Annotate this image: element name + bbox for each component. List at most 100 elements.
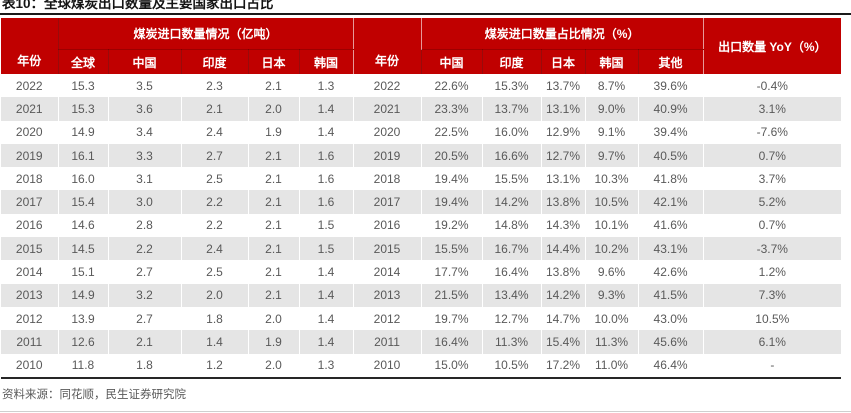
cell-year: 2022	[1, 74, 59, 98]
cell-india: 2.4	[181, 237, 249, 261]
cell-india-pct: 16.7%	[482, 237, 542, 261]
cell-india: 1.2	[181, 353, 249, 378]
cell-india: 1.8	[181, 306, 249, 331]
cell-china-pct: 19.7%	[421, 306, 483, 331]
cell-korea: 1.6	[299, 190, 354, 214]
table-row: 2014 15.1 2.7 2.5 2.1 1.4 2014 17.7% 16.…	[1, 260, 841, 284]
cell-china-pct: 22.6%	[421, 74, 483, 98]
group-header-import-volume: 煤炭进口数量情况（亿吨）	[57, 18, 354, 50]
cell-india-pct: 10.5%	[482, 353, 542, 378]
cell-korea: 1.5	[299, 213, 354, 238]
cell-japan: 2.1	[248, 260, 300, 284]
cell-china: 3.2	[108, 283, 182, 307]
cell-year2: 2013	[353, 283, 422, 307]
cell-china-pct: 19.4%	[421, 167, 483, 191]
cell-india: 2.2	[181, 190, 249, 214]
cell-india-pct: 16.6%	[482, 143, 542, 168]
cell-year: 2017	[1, 190, 59, 214]
cell-other-pct: 40.9%	[638, 97, 704, 121]
cell-year2: 2019	[353, 143, 422, 168]
cell-year2: 2012	[353, 306, 422, 331]
cell-china: 3.3	[108, 143, 182, 168]
cell-yoy: 7.3%	[758, 288, 786, 303]
cell-global: 13.9	[58, 306, 109, 331]
cell-india: 2.5	[181, 167, 249, 191]
table-row: 2022 15.3 3.5 2.3 2.1 1.3 2022 22.6% 15.…	[1, 74, 841, 98]
cell-year: 2018	[1, 167, 59, 191]
table-header: 年份 煤炭进口数量情况（亿吨） 年份 煤炭进口数量占比情况（%） 出口数量 Yo…	[1, 18, 842, 74]
cell-other-pct: 45.6%	[638, 330, 704, 354]
cell-india-pct: 15.3%	[482, 74, 542, 98]
cell-global: 14.9	[58, 120, 109, 144]
cell-year: 2015	[1, 237, 59, 261]
table-row: 2017 15.4 3.0 2.2 2.1 1.6 2017 19.4% 14.…	[1, 190, 842, 214]
cell-china: 2.7	[108, 260, 182, 284]
cell-korea-pct: 11.3%	[585, 330, 639, 354]
cell-year: 2012	[1, 306, 59, 331]
cell-china: 3.5	[108, 74, 182, 98]
col-header-year-right: 年份	[352, 18, 422, 74]
table-body: 2022 15.3 3.5 2.3 2.1 1.3 2022 22.6% 15.…	[1, 74, 842, 378]
cell-japan: 2.1	[248, 237, 300, 261]
cell-china: 3.4	[108, 120, 182, 144]
cell-india-pct: 13.7%	[482, 97, 542, 121]
table-row: 2021 15.3 3.6 2.1 2.0 1.4 2021 23.3% 13.…	[1, 97, 842, 121]
cell-korea-pct: 9.6%	[585, 260, 639, 284]
cell-yoy: -7.6%	[756, 125, 788, 140]
cell-japan: 2.1	[248, 143, 300, 168]
cell-korea-pct: 8.7%	[585, 74, 639, 98]
cell-japan: 2.1	[248, 74, 300, 98]
cell-china: 3.1	[108, 167, 182, 191]
cell-india: 2.3	[181, 74, 249, 98]
cell-china-pct: 15.0%	[421, 353, 483, 378]
cell-korea: 1.4	[299, 120, 354, 144]
cell-korea-pct: 9.0%	[585, 97, 639, 121]
cell-india: 2.2	[181, 213, 249, 238]
cell-global: 15.1	[58, 260, 109, 284]
cell-yoy: 3.1%	[758, 101, 786, 116]
cell-china-pct: 20.5%	[421, 143, 483, 168]
col-header-china: 中国	[107, 49, 181, 74]
coal-export-table: 年份 煤炭进口数量情况（亿吨） 年份 煤炭进口数量占比情况（%） 出口数量 Yo…	[1, 18, 842, 379]
table-row: 2020 14.9 3.4 2.4 1.9 1.4 2020 22.5% 16.…	[1, 120, 841, 144]
cell-year2: 2010	[353, 353, 422, 378]
cell-china: 2.2	[108, 237, 182, 261]
table-row: 2018 16.0 3.1 2.5 2.1 1.6 2018 19.4% 15.…	[1, 167, 841, 191]
cell-year2: 2017	[353, 190, 422, 214]
cell-yoy: 6.1%	[758, 334, 786, 349]
table-row: 2015 14.5 2.2 2.4 2.1 1.5 2015 15.5% 16.…	[1, 237, 842, 261]
col-header-global: 全球	[57, 49, 108, 74]
cell-year2: 2020	[353, 120, 422, 144]
cell-india-pct: 16.4%	[482, 260, 542, 284]
cell-global: 14.5	[58, 237, 109, 261]
col-header-korea: 韩国	[298, 49, 354, 74]
cell-japan-pct: 13.1%	[541, 97, 586, 121]
cell-other-pct: 42.6%	[638, 260, 704, 284]
col-header-japan: 日本	[247, 49, 299, 74]
cell-year: 2020	[1, 120, 59, 144]
bottom-divider	[0, 410, 851, 412]
cell-year: 2011	[1, 330, 59, 354]
cell-global: 15.3	[58, 74, 109, 98]
cell-india: 2.0	[181, 283, 249, 307]
cell-global: 14.6	[58, 213, 109, 238]
cell-other-pct: 41.5%	[638, 283, 704, 307]
cell-japan: 2.0	[248, 97, 300, 121]
cell-india: 2.5	[181, 260, 249, 284]
table-row: 2010 11.8 1.8 1.2 2.0 1.3 2010 15.0% 10.…	[1, 353, 841, 378]
cell-korea: 1.4	[299, 97, 354, 121]
cell-yoy: 10.5%	[755, 311, 790, 326]
source-note: 资料来源：同花顺，民生证券研究院	[2, 388, 186, 401]
cell-yoy: 0.7%	[758, 148, 786, 163]
cell-korea-pct: 10.0%	[585, 306, 639, 331]
cell-global: 15.3	[58, 97, 109, 121]
cell-global: 16.1	[58, 143, 109, 168]
col-header-japan-pct: 日本	[540, 49, 586, 74]
cell-china: 2.1	[108, 330, 182, 354]
cell-japan: 1.9	[248, 330, 300, 354]
cell-china-pct: 19.4%	[421, 190, 483, 214]
cell-china-pct: 23.3%	[421, 97, 483, 121]
cell-korea-pct: 9.3%	[585, 283, 639, 307]
cell-japan: 1.9	[248, 120, 300, 144]
